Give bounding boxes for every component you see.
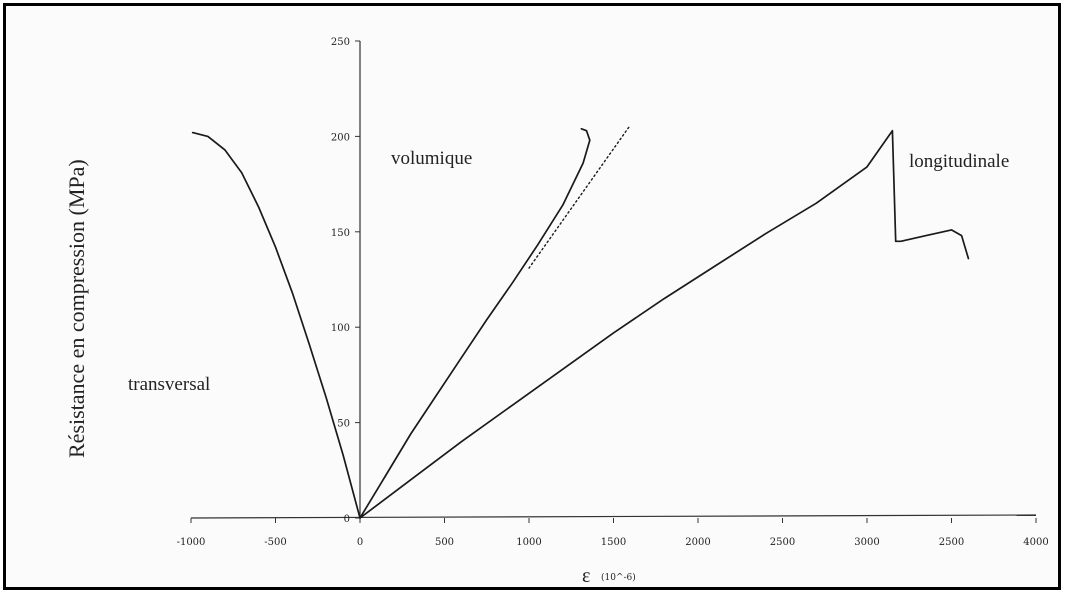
y-tick-label: 50 <box>337 419 350 430</box>
series-line-longitudinale <box>359 129 970 519</box>
x-tick-label: 2500 <box>770 537 795 548</box>
y-tick-label: 100 <box>331 323 350 334</box>
curve-label-longitudinale: longitudinale <box>909 151 1009 172</box>
x-axis-line <box>190 514 1037 519</box>
series-line-volumique <box>359 127 591 519</box>
labels: transversal volumique longitudinale Rési… <box>64 148 1009 587</box>
x-tick-label: 2000 <box>685 537 710 548</box>
curve-label-transversal: transversal <box>128 374 210 395</box>
x-tick-label: 2500 <box>939 537 964 548</box>
series-group <box>191 124 970 519</box>
x-axis-title: ε <box>582 565 590 587</box>
x-tick-label: -1000 <box>177 537 206 548</box>
ticks: -1000 -500 0 500 1000 1500 2000 2500 3000 2500 400… <box>177 37 1049 548</box>
y-axis-title: Résistance en compression (MPa) <box>64 159 89 458</box>
strength-strain-chart: -1000 -500 0 500 1000 1500 2000 2500 3000 2500 400… <box>64 37 1049 587</box>
y-tick-label: 150 <box>331 228 350 239</box>
x-tick-label: 1500 <box>601 537 626 548</box>
x-tick-label: 3000 <box>854 537 879 548</box>
axes <box>190 41 1037 519</box>
x-tick-label: -500 <box>264 537 286 548</box>
chart-frame: -1000 -500 0 500 1000 1500 2000 2500 3000 2500 400… <box>3 3 1061 590</box>
series-line-transversal <box>191 131 361 519</box>
x-tick-label: 500 <box>435 537 454 548</box>
x-tick-label: 1000 <box>516 537 541 548</box>
y-tick-label: 200 <box>331 132 350 143</box>
series-line-dotted-tangent <box>528 124 632 269</box>
x-axis-unit: (10^-6) <box>601 572 636 583</box>
x-tick-label: 4000 <box>1023 537 1048 548</box>
curve-label-volumique: volumique <box>391 148 472 169</box>
x-tick-label: 0 <box>357 537 363 548</box>
y-tick-label: 0 <box>344 514 350 525</box>
y-tick-label: 250 <box>331 37 350 48</box>
